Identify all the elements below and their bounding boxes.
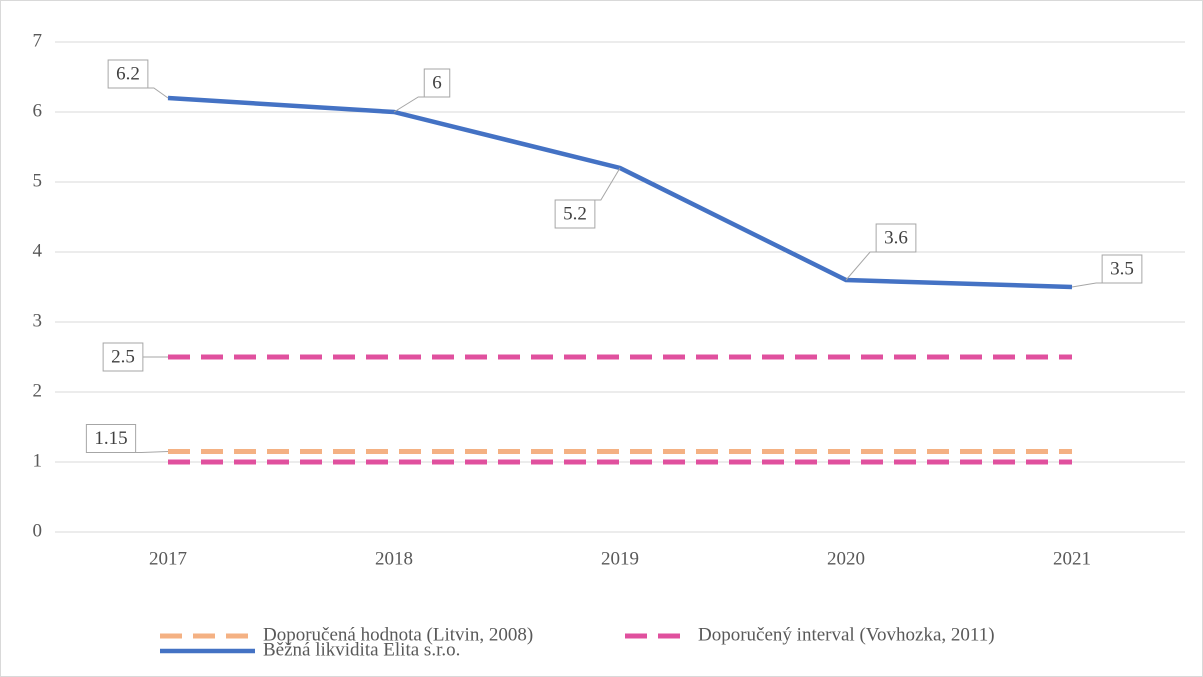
y-tick-label: 0 [33, 520, 43, 541]
x-tick-label: 2019 [601, 548, 639, 569]
data-label-box [102, 342, 144, 372]
y-tick-label: 2 [33, 380, 43, 401]
data-label: 3.5 [1110, 258, 1134, 279]
data-label-box [554, 199, 596, 229]
y-tick-label: 5 [33, 170, 43, 191]
y-tick-label: 1 [33, 450, 43, 471]
leader-line [393, 96, 425, 113]
leader-line [1071, 282, 1103, 288]
data-label-box [875, 223, 917, 253]
x-tick-label: 2021 [1053, 548, 1091, 569]
data-label-box [107, 59, 149, 89]
data-label: 1.15 [94, 428, 127, 449]
y-tick-label: 3 [33, 310, 43, 331]
y-tick-label: 7 [33, 30, 43, 51]
legend-label: Běžná likvidita Elita s.r.o. [263, 639, 460, 660]
data-label: 2.5 [111, 346, 135, 367]
data-label: 6 [432, 72, 442, 93]
data-label-box [1101, 254, 1143, 284]
data-label: 5.2 [563, 203, 587, 224]
legend-label: Doporučená hodnota (Litvin, 2008) [263, 624, 533, 645]
data-label: 6.2 [116, 63, 140, 84]
data-label: 3.6 [884, 227, 908, 248]
leader-line [135, 451, 169, 453]
data-label-box [85, 424, 137, 453]
x-tick-label: 2020 [827, 548, 865, 569]
leader-line [147, 87, 169, 99]
x-tick-label: 2017 [149, 548, 187, 569]
y-tick-label: 6 [33, 100, 43, 121]
legend-label: Doporučený interval (Vovhozka, 2011) [698, 624, 995, 645]
leader-line [845, 251, 877, 281]
data-label-box [423, 68, 451, 98]
x-tick-label: 2018 [375, 548, 413, 569]
y-tick-label: 4 [33, 240, 43, 261]
leader-line [594, 167, 621, 201]
